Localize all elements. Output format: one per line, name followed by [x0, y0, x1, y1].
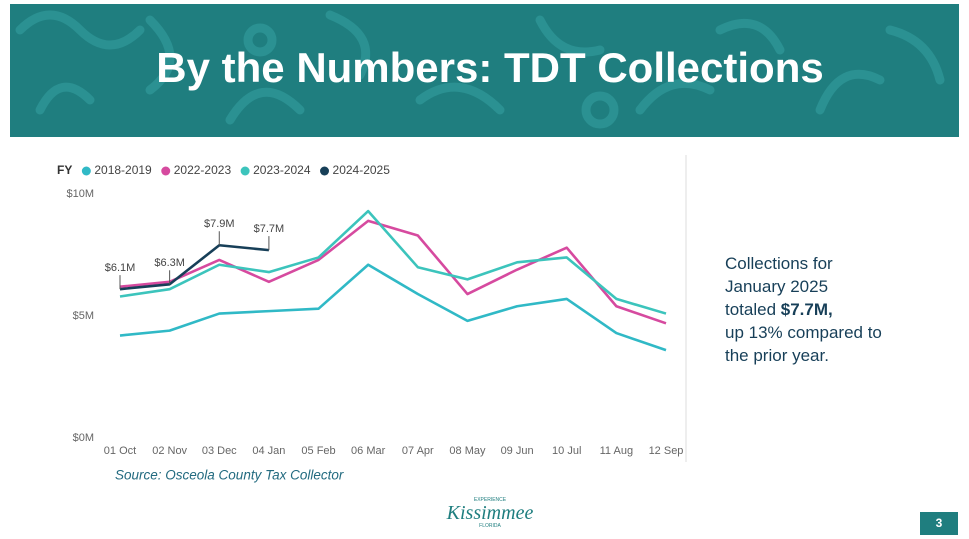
x-tick-label: 02 Nov [152, 445, 187, 457]
callout-line: totaled [725, 300, 781, 319]
x-tick-label: 07 Apr [402, 445, 434, 457]
callout-line: up 13% compared to [725, 323, 882, 342]
x-tick-label: 04 Jan [252, 445, 285, 457]
y-tick-label: $0M [73, 432, 94, 444]
data-label: $6.3M [154, 257, 185, 269]
page-number: 3 [936, 516, 943, 530]
legend-label: 2023-2024 [253, 163, 311, 177]
data-label: $7.7M [254, 223, 285, 235]
legend-label: 2024-2025 [333, 163, 391, 177]
callout-line: the prior year. [725, 346, 829, 365]
legend-marker [241, 167, 250, 176]
legend-marker [161, 167, 170, 176]
legend-marker [320, 167, 329, 176]
callout-highlight: $7.7M, [781, 300, 833, 319]
x-tick-label: 09 Jun [501, 445, 534, 457]
callout: Collections for January 2025 totaled $7.… [725, 254, 887, 365]
y-tick-label: $5M [73, 310, 94, 322]
legend-label: 2022-2023 [174, 163, 232, 177]
data-label: $7.9M [204, 218, 235, 230]
slide-title: By the Numbers: TDT Collections [156, 44, 823, 91]
x-tick-label: 06 Mar [351, 445, 386, 457]
x-tick-label: 08 May [449, 445, 486, 457]
slide: By the Numbers: TDT Collections $0M $5M $1… [0, 0, 969, 539]
x-tick-label: 03 Dec [202, 445, 237, 457]
y-tick-label: $10M [66, 188, 94, 200]
x-tick-label: 10 Jul [552, 445, 581, 457]
x-tick-label: 05 Feb [301, 445, 335, 457]
legend-marker [82, 167, 91, 176]
data-label: $6.1M [105, 262, 136, 274]
chart: $0M $5M $10M 01 Oct 02 Nov 03 Dec 04 Jan 05 Feb… [57, 163, 683, 457]
series-line [120, 245, 269, 289]
series-line [120, 211, 666, 313]
x-tick-label: 01 Oct [104, 445, 136, 457]
logo: Kissimmee [446, 502, 534, 524]
logo-bottom: FLORIDA [479, 523, 501, 529]
source-note: Source: Osceola County Tax Collector [115, 468, 344, 483]
series-line [120, 265, 666, 350]
legend-title: FY [57, 163, 72, 177]
x-tick-label: 12 Sep [649, 445, 684, 457]
callout-line: Collections for [725, 254, 833, 273]
x-tick-label: 11 Aug [600, 445, 633, 457]
legend-label: 2018-2019 [94, 163, 152, 177]
callout-line: January 2025 [725, 277, 828, 296]
